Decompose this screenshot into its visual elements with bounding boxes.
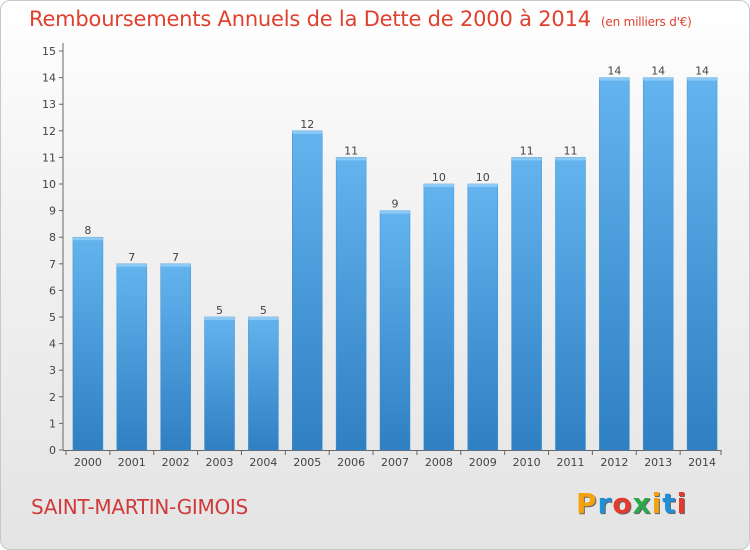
bar [642, 77, 674, 451]
y-tick-label: 5 [49, 311, 56, 324]
y-tick-label: 6 [49, 284, 56, 297]
bar-highlight [204, 317, 235, 320]
logo-letter: i [651, 487, 663, 520]
y-tick-label: 2 [49, 391, 56, 404]
data-label: 8 [84, 224, 91, 237]
data-label: 11 [563, 144, 577, 157]
bar [160, 263, 191, 451]
bar [335, 157, 367, 451]
bar [248, 316, 279, 451]
data-label: 5 [260, 304, 267, 317]
data-label: 14 [651, 65, 665, 78]
bar [292, 130, 323, 451]
y-tick-label: 8 [49, 231, 56, 244]
x-tick-label: 2013 [644, 456, 672, 469]
bar [686, 77, 718, 451]
bar [467, 183, 498, 451]
chart-title: Remboursements Annuels de la Dette de 20… [29, 7, 692, 31]
x-tick-label: 2000 [74, 456, 102, 469]
x-tick-label: 2003 [206, 456, 234, 469]
bar [555, 157, 586, 451]
bar-highlight [248, 317, 279, 320]
bar [423, 183, 455, 451]
proxiti-logo: Proxiti [576, 487, 687, 520]
y-tick-label: 1 [49, 417, 56, 430]
logo-letter: t [662, 487, 677, 520]
data-label: 7 [128, 251, 135, 264]
labels: 8 2000 7 2001 7 2002 5 2003 5 2004 12 2005 11 2006 9 20… [74, 65, 716, 469]
title-text: Remboursements Annuels de la Dette de 20… [29, 7, 591, 31]
data-label: 11 [344, 144, 358, 157]
x-tick-label: 2011 [556, 456, 584, 469]
bar [72, 236, 104, 451]
logo-letter: x [632, 487, 652, 520]
x-tick-label: 2001 [118, 456, 146, 469]
bar [511, 157, 542, 451]
bar-highlight [336, 157, 367, 161]
logo-letter: P [576, 487, 598, 520]
bar-highlight [380, 210, 410, 214]
bar-highlight [423, 184, 454, 187]
bar [116, 263, 148, 451]
y-tick-label: 13 [42, 98, 56, 111]
data-label: 11 [520, 144, 534, 157]
logo-letter: i [676, 487, 688, 520]
bar-highlight [116, 263, 147, 267]
bar [204, 316, 235, 451]
y-tick-label: 0 [49, 444, 56, 457]
bar-highlight [72, 237, 103, 241]
data-label: 14 [695, 65, 709, 78]
data-label: 14 [607, 65, 621, 78]
data-label: 5 [216, 304, 223, 317]
y-tick-label: 11 [42, 151, 56, 164]
x-tick-label: 2002 [162, 456, 190, 469]
x-tick-label: 2004 [249, 456, 277, 469]
bar-highlight [292, 130, 323, 134]
x-tick-label: 2008 [425, 456, 453, 469]
data-label: 12 [300, 118, 314, 131]
bar-highlight [160, 263, 191, 267]
x-tick-label: 2005 [293, 456, 321, 469]
bars [72, 77, 718, 451]
y-tick-label: 10 [42, 178, 56, 191]
bar-highlight [643, 77, 674, 81]
y-tick-label: 4 [49, 338, 56, 351]
x-tick-label: 2006 [337, 456, 365, 469]
x-tick-label: 2014 [688, 456, 716, 469]
y-tick-label: 3 [49, 364, 56, 377]
bar-highlight [687, 77, 718, 81]
bar [379, 210, 411, 451]
y-tick-label: 15 [42, 45, 56, 58]
bar [599, 77, 630, 451]
commune-name: SAINT-MARTIN-GIMOIS [31, 495, 248, 519]
y-tick-label: 7 [49, 258, 56, 271]
y-tick-label: 12 [42, 125, 56, 138]
bar-highlight [599, 77, 630, 81]
bar-highlight [467, 184, 498, 187]
bar-highlight [511, 157, 542, 161]
x-tick-label: 2007 [381, 456, 409, 469]
data-label: 10 [432, 171, 446, 184]
y-tick-label: 14 [42, 72, 56, 85]
x-tick-label: 2009 [469, 456, 497, 469]
y-tick-label: 9 [49, 205, 56, 218]
unit-label: (en milliers d'€) [600, 15, 692, 29]
data-label: 9 [392, 198, 399, 211]
data-label: 10 [476, 171, 490, 184]
data-label: 7 [172, 251, 179, 264]
logo-letter: o [612, 487, 633, 520]
logo-letter: r [597, 487, 613, 520]
x-tick-label: 2012 [600, 456, 628, 469]
x-tick-label: 2010 [513, 456, 541, 469]
bar-highlight [555, 157, 586, 161]
